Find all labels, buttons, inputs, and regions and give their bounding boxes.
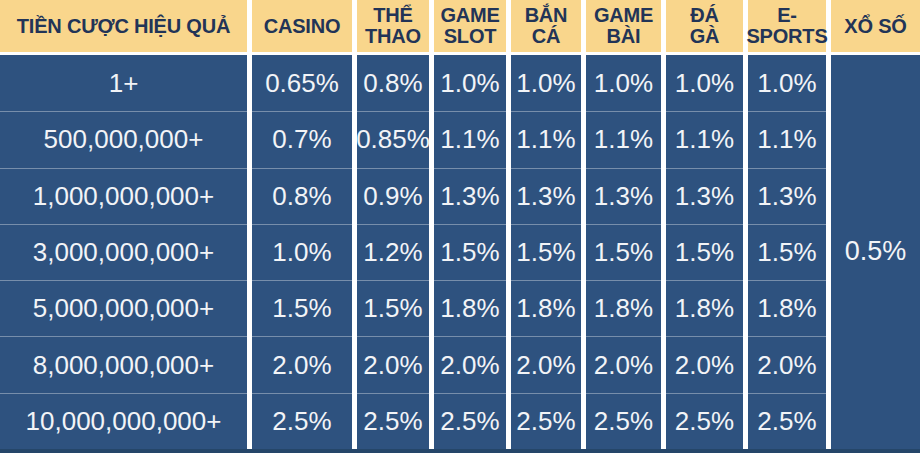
col-header-game-bai: GAME BÀI — [586, 0, 661, 55]
rate-cell: 2.5% — [666, 393, 743, 449]
rate-cell: 1.3% — [586, 168, 661, 224]
col-header-xo-so: XỔ SỐ — [831, 0, 920, 55]
rate-cell: 2.5% — [357, 393, 429, 449]
tier-cell: 3,000,000,000+ — [0, 224, 247, 280]
tier-cell: 8,000,000,000+ — [0, 336, 247, 392]
rate-cell: 2.5% — [434, 393, 506, 449]
rate-cell: 1.5% — [586, 224, 661, 280]
rate-cell: 0.7% — [252, 111, 352, 167]
rate-cell: 1.3% — [434, 168, 506, 224]
tier-cell: 1,000,000,000+ — [0, 168, 247, 224]
rate-cell: 1.1% — [434, 111, 506, 167]
rate-cell: 1.8% — [511, 280, 581, 336]
col-header-ban-ca: BẮN CÁ — [511, 0, 581, 55]
tier-cell: 5,000,000,000+ — [0, 280, 247, 336]
rate-cell: 1.1% — [586, 111, 661, 167]
rate-cell: 1.1% — [666, 111, 743, 167]
table-grid: TIỀN CƯỢC HIỆU QUẢ CASINO THỂ THAO GAME … — [0, 0, 920, 449]
rate-cell: 2.0% — [357, 336, 429, 392]
rebate-rate-table: TIỀN CƯỢC HIỆU QUẢ CASINO THỂ THAO GAME … — [0, 0, 920, 453]
rate-cell: 1.8% — [586, 280, 661, 336]
rate-cell: 1.8% — [666, 280, 743, 336]
rate-cell: 1.5% — [252, 280, 352, 336]
rate-cell: 2.0% — [511, 336, 581, 392]
rate-cell: 1.8% — [434, 280, 506, 336]
corner-header: TIỀN CƯỢC HIỆU QUẢ — [0, 0, 247, 55]
rate-cell: 1.8% — [748, 280, 826, 336]
rate-cell: 2.0% — [434, 336, 506, 392]
table-bottom-edge — [0, 449, 920, 453]
rate-cell: 1.0% — [252, 224, 352, 280]
lottery-rate-cell: 0.5% — [831, 55, 920, 449]
rate-cell: 2.5% — [252, 393, 352, 449]
col-header-da-ga: ĐÁ GÀ — [666, 0, 743, 55]
rate-cell: 1.1% — [511, 111, 581, 167]
rate-cell: 0.8% — [252, 168, 352, 224]
rate-cell: 1.5% — [434, 224, 506, 280]
col-header-game-slot: GAME SLOT — [434, 0, 506, 55]
col-header-casino: CASINO — [252, 0, 352, 55]
rate-cell: 2.5% — [748, 393, 826, 449]
rate-cell: 1.5% — [748, 224, 826, 280]
rate-cell: 1.5% — [666, 224, 743, 280]
rate-cell: 1.0% — [586, 55, 661, 111]
rate-cell: 1.5% — [511, 224, 581, 280]
rate-cell: 1.3% — [511, 168, 581, 224]
rate-cell: 2.5% — [586, 393, 661, 449]
rate-cell: 2.5% — [511, 393, 581, 449]
rate-cell: 1.0% — [748, 55, 826, 111]
rate-cell: 2.0% — [748, 336, 826, 392]
rate-cell: 1.5% — [357, 280, 429, 336]
rate-cell: 0.8% — [357, 55, 429, 111]
rate-cell: 1.0% — [666, 55, 743, 111]
rate-cell: 2.0% — [666, 336, 743, 392]
rate-cell: 2.0% — [586, 336, 661, 392]
rate-cell: 1.3% — [666, 168, 743, 224]
rate-cell: 1.0% — [511, 55, 581, 111]
tier-cell: 1+ — [0, 55, 247, 111]
rate-cell: 2.0% — [252, 336, 352, 392]
rate-cell: 0.85% — [357, 111, 429, 167]
tier-cell: 500,000,000+ — [0, 111, 247, 167]
rate-cell: 1.2% — [357, 224, 429, 280]
tier-cell: 10,000,000,000+ — [0, 393, 247, 449]
col-header-e-sports: E- SPORTS — [748, 0, 826, 55]
col-header-the-thao: THỂ THAO — [357, 0, 429, 55]
rate-cell: 1.0% — [434, 55, 506, 111]
rate-cell: 1.1% — [748, 111, 826, 167]
rate-cell: 0.9% — [357, 168, 429, 224]
rate-cell: 1.3% — [748, 168, 826, 224]
rate-cell: 0.65% — [252, 55, 352, 111]
